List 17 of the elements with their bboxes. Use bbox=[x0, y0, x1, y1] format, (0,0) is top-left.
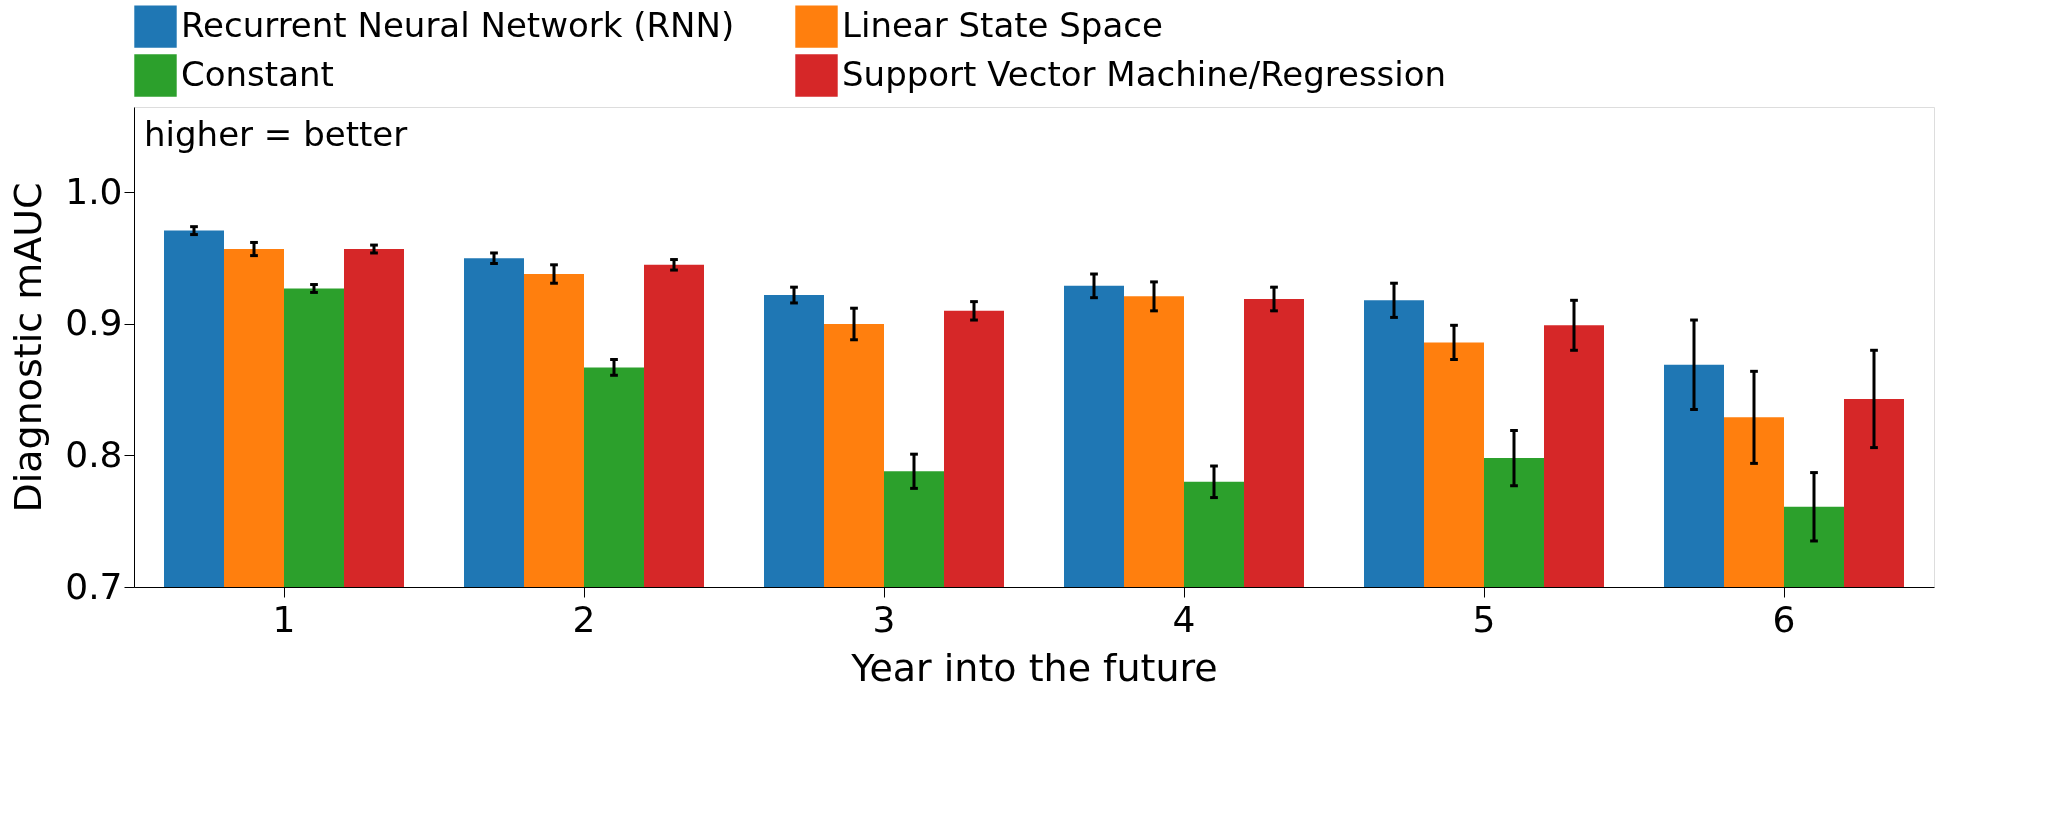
annotation: higher = better bbox=[144, 114, 408, 154]
x-tick-label: 1 bbox=[272, 598, 296, 640]
y-tick-label: 0.9 bbox=[65, 302, 123, 344]
legend-label: Linear State Space bbox=[842, 4, 1163, 45]
legend-label: Recurrent Neural Network (RNN) bbox=[181, 4, 735, 45]
y-tick-label: 0.8 bbox=[65, 433, 123, 475]
y-tick-label: 1.0 bbox=[65, 170, 123, 212]
legend-label: Constant bbox=[181, 53, 334, 94]
x-tick-label: 5 bbox=[1472, 598, 1496, 640]
y-tick-label: 0.7 bbox=[65, 565, 123, 607]
x-axis-title: Year into the future bbox=[850, 645, 1218, 690]
legend-label: Support Vector Machine/Regression bbox=[842, 53, 1447, 94]
x-tick-label: 2 bbox=[572, 598, 596, 640]
y-axis-title: Diagnostic mAUC bbox=[6, 182, 51, 513]
x-tick-label: 3 bbox=[872, 598, 896, 640]
x-tick-label: 4 bbox=[1172, 598, 1196, 640]
x-tick-label: 6 bbox=[1772, 598, 1796, 640]
